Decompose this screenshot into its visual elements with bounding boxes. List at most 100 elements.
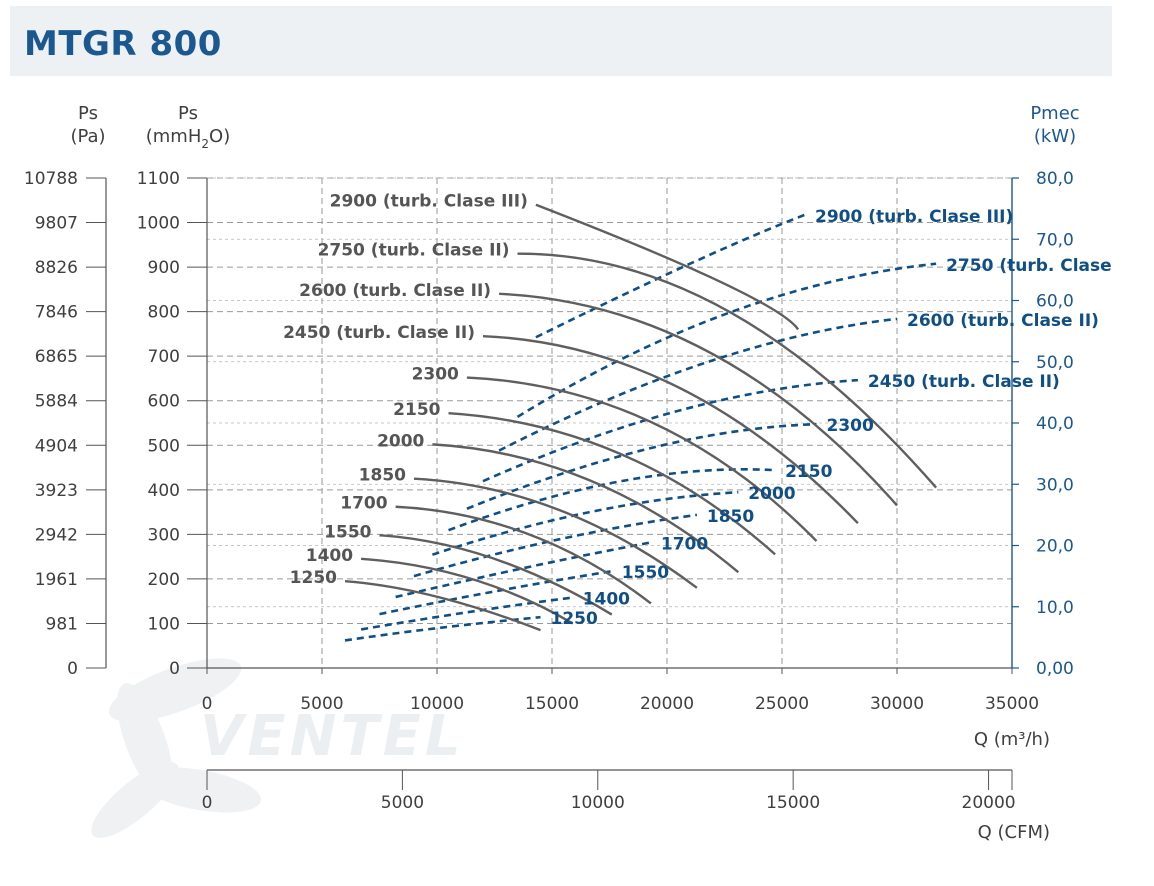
kw-tick-label: 60,0 [1036,292,1074,312]
tick-labels: 0 5000 10000 15000 20000 25000 30000 3500000100… [24,169,1074,813]
pressure-curve-2150 [448,412,776,556]
mmh2o-tick-label: 800 [148,303,180,323]
pressure-curve-label: 2450 (turb. Clase II) [283,323,475,343]
cfm-tick-label: 10000 [571,793,625,813]
power-curve-label: 2300 [827,416,874,436]
pressure-curve-label: 1850 [359,466,406,486]
pa-tick-label: 9807 [35,214,78,234]
pa-tick-label: 8826 [35,258,78,278]
power-curve-2900 [535,213,806,339]
mmh2o-tick-label: 300 [148,525,180,545]
pressure-curve-label: 2600 (turb. Clase II) [299,281,491,301]
x-tick-label: 10000 [410,694,464,714]
pressure-curve-label: 1400 [306,546,353,566]
power-curve-label: 2450 (turb. Clase II) [868,372,1060,392]
pa-axis-title-line1: Ps [78,103,98,124]
mmh2o-tick-label: 600 [148,392,180,412]
power-curve-label: 2000 [748,484,795,504]
cfm-tick-label: 5000 [381,793,424,813]
mmh2o-tick-label: 100 [148,614,180,634]
power-curve-1700 [395,541,652,599]
pressure-curve-2300 [466,376,818,542]
power-curve-2750 [516,262,937,418]
mmh2o-tick-label: 200 [148,570,180,590]
pa-tick-label: 2942 [35,525,78,545]
power-curve-label: 2600 (turb. Clase II) [907,311,1099,331]
power-curve-label: 2900 (turb. Clase III) [815,207,1013,227]
pressure-curve-label: 2000 [377,431,424,451]
power-curve-label: 1400 [583,590,630,610]
pa-tick-label: 0 [67,659,78,679]
cfm-tick-label: 0 [202,793,213,813]
power-curve-label: 1700 [661,534,708,554]
pressure-curve-2000 [432,443,740,574]
power-curve-label: 1850 [707,507,754,527]
watermark-logo-text: VENTEL [200,704,465,769]
mmh2o-tick-label: 500 [148,436,180,456]
cfm-tick-label: 15000 [766,793,820,813]
pressure-curve-2900 [535,203,800,331]
pressure-curve-2450 [482,334,859,525]
pa-axis-title-line2: (Pa) [70,126,105,147]
chart-title: MTGR 800 [24,24,222,64]
mmh2o-tick-label: 1100 [137,169,180,189]
fan-icon [91,658,262,838]
kw-tick-label: 70,0 [1036,230,1074,250]
pressure-curve-1400 [361,557,574,625]
pressure-curve-label: 1250 [290,568,337,588]
x-tick-label: 20000 [640,694,694,714]
x-axis-title-m3h: Q (m³/h) [974,729,1050,750]
pa-tick-label: 4904 [35,436,78,456]
kw-axis-title-line2: (kW) [1034,126,1076,147]
pa-tick-label: 7846 [35,303,78,323]
mmh2o-tick-label: 400 [148,481,180,501]
axes [86,177,1019,790]
pressure-curve-2600 [499,292,898,507]
chart-header: MTGR 800 [10,6,1112,76]
kw-tick-label: 40,0 [1036,414,1074,434]
pa-tick-label: 5884 [35,392,78,412]
x-tick-label: 30000 [870,694,924,714]
pa-tick-label: 3923 [35,481,78,501]
cfm-tick-label: 20000 [962,793,1016,813]
pa-tick-label: 10788 [24,169,78,189]
pa-tick-label: 981 [46,614,78,634]
mmh2o-axis-title-line2: (mmH2O) [146,126,230,151]
x-tick-label: 35000 [985,694,1039,714]
pressure-curve-label: 2150 [393,400,440,420]
kw-tick-label: 50,0 [1036,353,1074,373]
power-curve-1850 [413,513,698,578]
power-curve-1550 [379,569,613,616]
grid-lines [207,177,1012,668]
kw-tick-label: 80,0 [1036,169,1074,189]
power-curve-1400 [360,596,573,631]
mmh2o-axis-title-line1: Ps [178,103,198,124]
power-curve-2300 [466,422,817,510]
pressure-curve-1700 [395,505,652,605]
power-curve-2450 [482,378,858,483]
pressure-curves [344,203,938,632]
kw-tick-label: 10,0 [1036,598,1074,618]
power-curve-label: 1550 [622,563,669,583]
mmh2o-tick-label: 900 [148,258,180,278]
power-curve-2150 [448,468,776,532]
pressure-curve-1250 [344,579,541,632]
kw-tick-label: 30,0 [1036,475,1074,495]
x-tick-label: 15000 [525,694,579,714]
pressure-curve-label: 2750 (turb. Clase II) [318,241,510,261]
kw-axis-title-line1: Pmec [1030,103,1079,124]
power-curve-label: 2750 (turb. Clase [946,256,1112,276]
pressure-curve-1850 [413,477,698,589]
x-tick-label: 0 [202,694,213,714]
kw-tick-label: 0,00 [1036,659,1074,679]
pa-tick-label: 1961 [35,570,78,590]
power-curve-1250 [344,615,541,642]
power-curve-label: 2150 [785,462,832,482]
x-tick-label: 5000 [300,694,343,714]
pressure-curve-label: 1550 [324,522,371,542]
mmh2o-tick-label: 0 [169,659,180,679]
pa-tick-label: 6865 [35,347,78,367]
x-tick-label: 25000 [755,694,809,714]
mmh2o-tick-label: 1000 [137,214,180,234]
